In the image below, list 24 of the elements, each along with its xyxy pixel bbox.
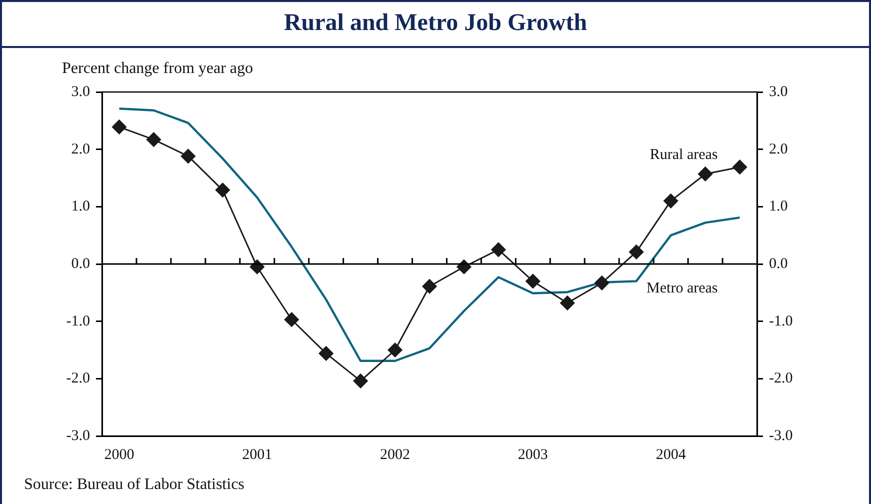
y2-tick-label: 2.0 [769, 141, 788, 158]
x-tick-label: 2000 [104, 446, 134, 463]
x-tick-label: 2002 [380, 446, 410, 463]
y2-tick-label: 3.0 [769, 84, 788, 100]
y-axis-title: Percent change from year ago [62, 60, 254, 78]
chart-title: Rural and Metro Job Growth [282, 10, 588, 37]
source-note: Source: Bureau of Labor Statistics [24, 476, 244, 494]
y2-tick-label: 1.0 [769, 198, 788, 215]
y-tick-label: 2.0 [71, 141, 90, 158]
series-label: Rural areas [650, 147, 718, 164]
y-tick-label: -3.0 [66, 428, 90, 444]
series-label: Metro areas [646, 280, 718, 297]
y2-tick-label: -2.0 [769, 370, 793, 387]
y-tick-label: -2.0 [66, 370, 90, 387]
y-tick-label: -1.0 [66, 313, 90, 330]
y2-tick-label: 0.0 [769, 256, 788, 272]
y-tick-label: 0.0 [71, 256, 90, 272]
y-tick-label: 1.0 [71, 198, 90, 215]
y2-tick-label: -3.0 [769, 428, 793, 444]
x-tick-label: 2004 [656, 446, 686, 463]
x-tick-label: 2003 [518, 446, 548, 463]
y2-tick-label: -1.0 [769, 313, 793, 330]
y-tick-label: 3.0 [71, 84, 90, 100]
x-tick-label: 2001 [242, 446, 272, 463]
